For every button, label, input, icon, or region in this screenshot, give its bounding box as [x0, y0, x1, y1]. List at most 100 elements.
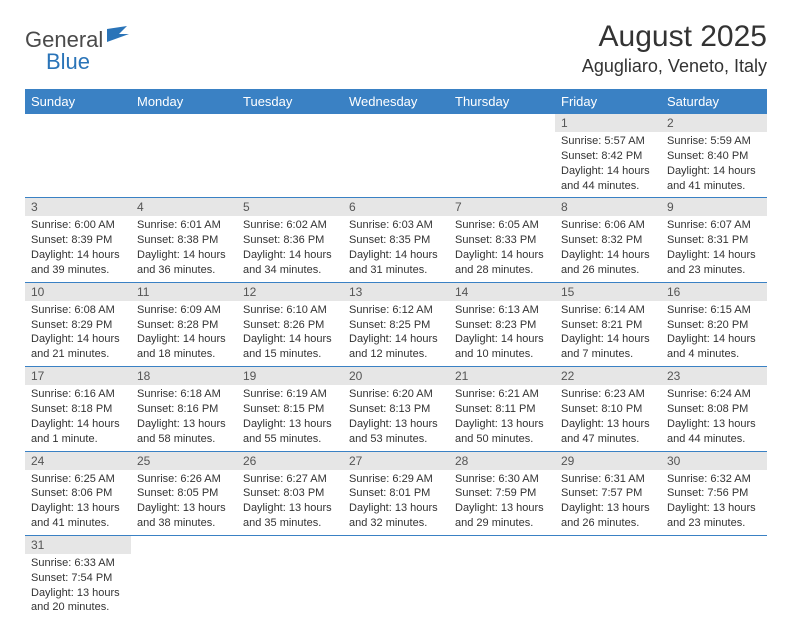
day-cell: 1Sunrise: 5:57 AMSunset: 8:42 PMDaylight… [555, 114, 661, 198]
day-cell: 25Sunrise: 6:26 AMSunset: 8:05 PMDayligh… [131, 451, 237, 535]
day-cell: 20Sunrise: 6:20 AMSunset: 8:13 PMDayligh… [343, 367, 449, 451]
daylight-text: Daylight: 13 hours and 41 minutes. [31, 501, 125, 531]
day-details: Sunrise: 6:07 AMSunset: 8:31 PMDaylight:… [661, 216, 767, 281]
weekday-header: Friday [555, 89, 661, 114]
day-cell [131, 535, 237, 619]
sunset-text: Sunset: 8:26 PM [243, 318, 337, 333]
sunrise-text: Sunrise: 5:57 AM [561, 134, 655, 149]
sunrise-text: Sunrise: 6:25 AM [31, 472, 125, 487]
day-number: 27 [343, 452, 449, 470]
sunset-text: Sunset: 8:42 PM [561, 149, 655, 164]
day-cell: 10Sunrise: 6:08 AMSunset: 8:29 PMDayligh… [25, 282, 131, 366]
week-row: 31 Sunrise: 6:33 AMSunset: 7:54 PMDayligh… [25, 535, 767, 619]
sunset-text: Sunset: 7:59 PM [455, 486, 549, 501]
day-details: Sunrise: 6:19 AMSunset: 8:15 PMDaylight:… [237, 385, 343, 450]
sunrise-text: Sunrise: 6:09 AM [137, 303, 231, 318]
day-details: Sunrise: 6:20 AMSunset: 8:13 PMDaylight:… [343, 385, 449, 450]
sunset-text: Sunset: 8:39 PM [31, 233, 125, 248]
sunset-text: Sunset: 8:10 PM [561, 402, 655, 417]
daylight-text: Daylight: 14 hours and 1 minute. [31, 417, 125, 447]
week-row: 3Sunrise: 6:00 AMSunset: 8:39 PMDaylight… [25, 198, 767, 282]
calendar-table: Sunday Monday Tuesday Wednesday Thursday… [25, 89, 767, 619]
sunrise-text: Sunrise: 6:33 AM [31, 556, 125, 571]
sunrise-text: Sunrise: 6:26 AM [137, 472, 231, 487]
week-row: 24Sunrise: 6:25 AMSunset: 8:06 PMDayligh… [25, 451, 767, 535]
day-details: Sunrise: 6:01 AMSunset: 8:38 PMDaylight:… [131, 216, 237, 281]
day-cell [25, 114, 131, 198]
brand-text-blue: Blue [46, 49, 90, 74]
daylight-text: Daylight: 13 hours and 58 minutes. [137, 417, 231, 447]
sunset-text: Sunset: 7:57 PM [561, 486, 655, 501]
sunrise-text: Sunrise: 5:59 AM [667, 134, 761, 149]
daylight-text: Daylight: 13 hours and 38 minutes. [137, 501, 231, 531]
day-cell: 22Sunrise: 6:23 AMSunset: 8:10 PMDayligh… [555, 367, 661, 451]
sunrise-text: Sunrise: 6:10 AM [243, 303, 337, 318]
sunset-text: Sunset: 8:15 PM [243, 402, 337, 417]
daylight-text: Daylight: 14 hours and 26 minutes. [561, 248, 655, 278]
day-number: 31 [25, 536, 131, 554]
sunset-text: Sunset: 8:35 PM [349, 233, 443, 248]
day-details: Sunrise: 6:25 AMSunset: 8:06 PMDaylight:… [25, 470, 131, 535]
day-cell: 26Sunrise: 6:27 AMSunset: 8:03 PMDayligh… [237, 451, 343, 535]
day-number: 17 [25, 367, 131, 385]
sunset-text: Sunset: 8:06 PM [31, 486, 125, 501]
day-cell: 31 Sunrise: 6:33 AMSunset: 7:54 PMDayligh… [25, 535, 131, 619]
day-number: 20 [343, 367, 449, 385]
day-cell [343, 114, 449, 198]
day-cell [343, 535, 449, 619]
day-details: Sunrise: 6:14 AMSunset: 8:21 PMDaylight:… [555, 301, 661, 366]
day-cell [555, 535, 661, 619]
day-details: Sunrise: 6:27 AMSunset: 8:03 PMDaylight:… [237, 470, 343, 535]
day-cell: 17Sunrise: 6:16 AMSunset: 8:18 PMDayligh… [25, 367, 131, 451]
sunset-text: Sunset: 8:32 PM [561, 233, 655, 248]
sunrise-text: Sunrise: 6:03 AM [349, 218, 443, 233]
weekday-header: Wednesday [343, 89, 449, 114]
day-cell: 28Sunrise: 6:30 AMSunset: 7:59 PMDayligh… [449, 451, 555, 535]
day-cell [131, 114, 237, 198]
daylight-text: Daylight: 13 hours and 20 minutes. [31, 586, 125, 616]
day-details: Sunrise: 6:10 AMSunset: 8:26 PMDaylight:… [237, 301, 343, 366]
day-details: Sunrise: 6:09 AMSunset: 8:28 PMDaylight:… [131, 301, 237, 366]
weekday-header: Tuesday [237, 89, 343, 114]
month-title: August 2025 [582, 20, 767, 54]
day-number: 10 [25, 283, 131, 301]
week-row: 10Sunrise: 6:08 AMSunset: 8:29 PMDayligh… [25, 282, 767, 366]
daylight-text: Daylight: 13 hours and 35 minutes. [243, 501, 337, 531]
day-cell: 11Sunrise: 6:09 AMSunset: 8:28 PMDayligh… [131, 282, 237, 366]
sunset-text: Sunset: 8:08 PM [667, 402, 761, 417]
day-details: Sunrise: 6:18 AMSunset: 8:16 PMDaylight:… [131, 385, 237, 450]
day-cell: 27Sunrise: 6:29 AMSunset: 8:01 PMDayligh… [343, 451, 449, 535]
day-cell: 9Sunrise: 6:07 AMSunset: 8:31 PMDaylight… [661, 198, 767, 282]
calendar-page: General August 2025 Agugliaro, Veneto, I… [0, 0, 792, 639]
day-cell: 13Sunrise: 6:12 AMSunset: 8:25 PMDayligh… [343, 282, 449, 366]
week-row: 17Sunrise: 6:16 AMSunset: 8:18 PMDayligh… [25, 367, 767, 451]
day-number: 3 [25, 198, 131, 216]
sunset-text: Sunset: 8:13 PM [349, 402, 443, 417]
sunset-text: Sunset: 8:36 PM [243, 233, 337, 248]
sunrise-text: Sunrise: 6:13 AM [455, 303, 549, 318]
daylight-text: Daylight: 14 hours and 4 minutes. [667, 332, 761, 362]
weekday-header: Thursday [449, 89, 555, 114]
daylight-text: Daylight: 14 hours and 23 minutes. [667, 248, 761, 278]
day-details: Sunrise: 6:29 AMSunset: 8:01 PMDaylight:… [343, 470, 449, 535]
day-details: Sunrise: 6:12 AMSunset: 8:25 PMDaylight:… [343, 301, 449, 366]
day-cell [449, 114, 555, 198]
sunrise-text: Sunrise: 6:07 AM [667, 218, 761, 233]
day-number: 29 [555, 452, 661, 470]
sunrise-text: Sunrise: 6:20 AM [349, 387, 443, 402]
day-details: Sunrise: 6:13 AMSunset: 8:23 PMDaylight:… [449, 301, 555, 366]
day-number: 2 [661, 114, 767, 132]
day-details: Sunrise: 6:23 AMSunset: 8:10 PMDaylight:… [555, 385, 661, 450]
daylight-text: Daylight: 13 hours and 47 minutes. [561, 417, 655, 447]
day-number: 24 [25, 452, 131, 470]
day-cell: 30Sunrise: 6:32 AMSunset: 7:56 PMDayligh… [661, 451, 767, 535]
day-number: 22 [555, 367, 661, 385]
day-cell [237, 535, 343, 619]
day-details: Sunrise: 6:24 AMSunset: 8:08 PMDaylight:… [661, 385, 767, 450]
sunset-text: Sunset: 8:16 PM [137, 402, 231, 417]
page-header: General August 2025 Agugliaro, Veneto, I… [25, 20, 767, 77]
sunset-text: Sunset: 8:01 PM [349, 486, 443, 501]
day-cell: 15Sunrise: 6:14 AMSunset: 8:21 PMDayligh… [555, 282, 661, 366]
day-number: 12 [237, 283, 343, 301]
sunset-text: Sunset: 7:54 PM [31, 571, 125, 586]
